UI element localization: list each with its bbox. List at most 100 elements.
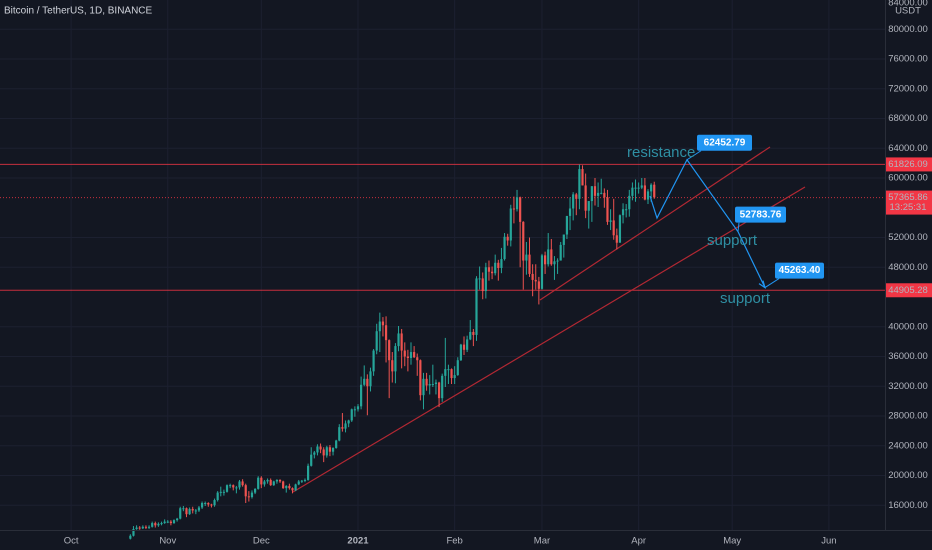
candle-body (141, 526, 144, 529)
candle-body (263, 481, 266, 485)
candle-body (219, 491, 222, 493)
candle-body (409, 352, 413, 358)
candle-body (475, 278, 478, 335)
candle-body (643, 185, 646, 200)
candle-body (528, 254, 531, 274)
candle-body (222, 491, 226, 493)
candle-body (572, 194, 575, 209)
x-tick-label: Feb (446, 536, 462, 547)
candle-body (450, 369, 453, 379)
candle-body (191, 508, 194, 511)
y-tick-label: 48000.00 (888, 262, 928, 273)
candle-body (335, 440, 338, 448)
candle-body (519, 197, 522, 222)
candle-body (322, 449, 325, 456)
countdown: 13:25:31 (890, 202, 927, 213)
y-tick-label: 20000.00 (888, 470, 928, 481)
candle-body (481, 278, 484, 292)
candle-body (247, 496, 250, 498)
target-leader (737, 222, 740, 232)
candle-body (182, 508, 185, 510)
candle-body (612, 220, 615, 236)
candle-body (204, 503, 207, 505)
candle-body (185, 508, 188, 515)
candle-body (512, 208, 516, 210)
candle-body (444, 369, 447, 376)
candle-body (310, 454, 313, 466)
price-label: 57365.86 (888, 192, 928, 203)
candle-body (232, 485, 235, 488)
candle-body (188, 508, 191, 515)
candle-body (441, 375, 444, 399)
x-tick-label: 2021 (347, 536, 369, 547)
candle-body (213, 500, 216, 506)
candle-body (628, 195, 631, 210)
candle-body (356, 406, 360, 410)
candle-body (278, 479, 282, 482)
candle-body (603, 192, 606, 198)
candle-body (646, 191, 650, 200)
candle-body (472, 331, 475, 335)
candle-body (200, 503, 204, 508)
candle-body (469, 331, 472, 340)
candle-body (434, 382, 438, 385)
candle-body (147, 526, 151, 528)
candle-body (341, 427, 344, 429)
price-label-box (886, 157, 932, 172)
candle-body (565, 215, 569, 235)
candle-body (584, 185, 587, 211)
candle-body (194, 510, 197, 512)
candle-body (400, 333, 403, 351)
y-tick-label: 36000.00 (888, 351, 928, 362)
target-box (697, 134, 752, 151)
currency-label: USDT (895, 6, 921, 17)
candle-body (303, 479, 307, 481)
candle-body (606, 197, 609, 222)
target-leader (764, 278, 780, 289)
candle-body (534, 279, 537, 282)
target-box (735, 206, 786, 223)
candle-body (531, 273, 534, 280)
annotation: support (707, 232, 758, 249)
candle-body (425, 378, 428, 386)
candle-body (547, 249, 550, 265)
candle-body (300, 480, 303, 482)
candle-body (447, 369, 450, 371)
candle-body (378, 321, 381, 332)
x-tick-label: Jun (821, 536, 836, 547)
trend-line (539, 146, 771, 301)
candle-body (590, 186, 593, 202)
candle-body (422, 378, 425, 396)
candle-body (597, 192, 600, 196)
candle-body (288, 485, 291, 489)
candle-body (406, 356, 409, 358)
candle-body (313, 452, 316, 455)
candle-body (631, 187, 634, 196)
candle-body (269, 479, 272, 486)
candle-body (306, 465, 310, 480)
candle-body (543, 255, 547, 265)
candle-body (578, 169, 581, 199)
candle-body (331, 447, 335, 452)
candle-body (568, 208, 572, 216)
candle-body (428, 384, 431, 386)
y-tick-label: 76000.00 (888, 54, 928, 65)
y-tick-label: 84000.00 (888, 0, 928, 9)
candle-body (253, 488, 257, 493)
candle-body (556, 260, 559, 262)
candle-body (291, 488, 294, 491)
target-box (775, 262, 824, 279)
candle-body (316, 446, 319, 453)
candle-body (272, 481, 275, 486)
candle-body (581, 169, 584, 186)
y-tick-label: 52000.00 (888, 232, 928, 243)
target-label: 45263.40 (779, 265, 821, 276)
candle-body (478, 278, 481, 280)
candle-body (500, 259, 503, 268)
candle-body (394, 346, 397, 372)
candle-body (350, 409, 353, 421)
candle-body (375, 331, 378, 351)
candle-body (216, 492, 219, 501)
